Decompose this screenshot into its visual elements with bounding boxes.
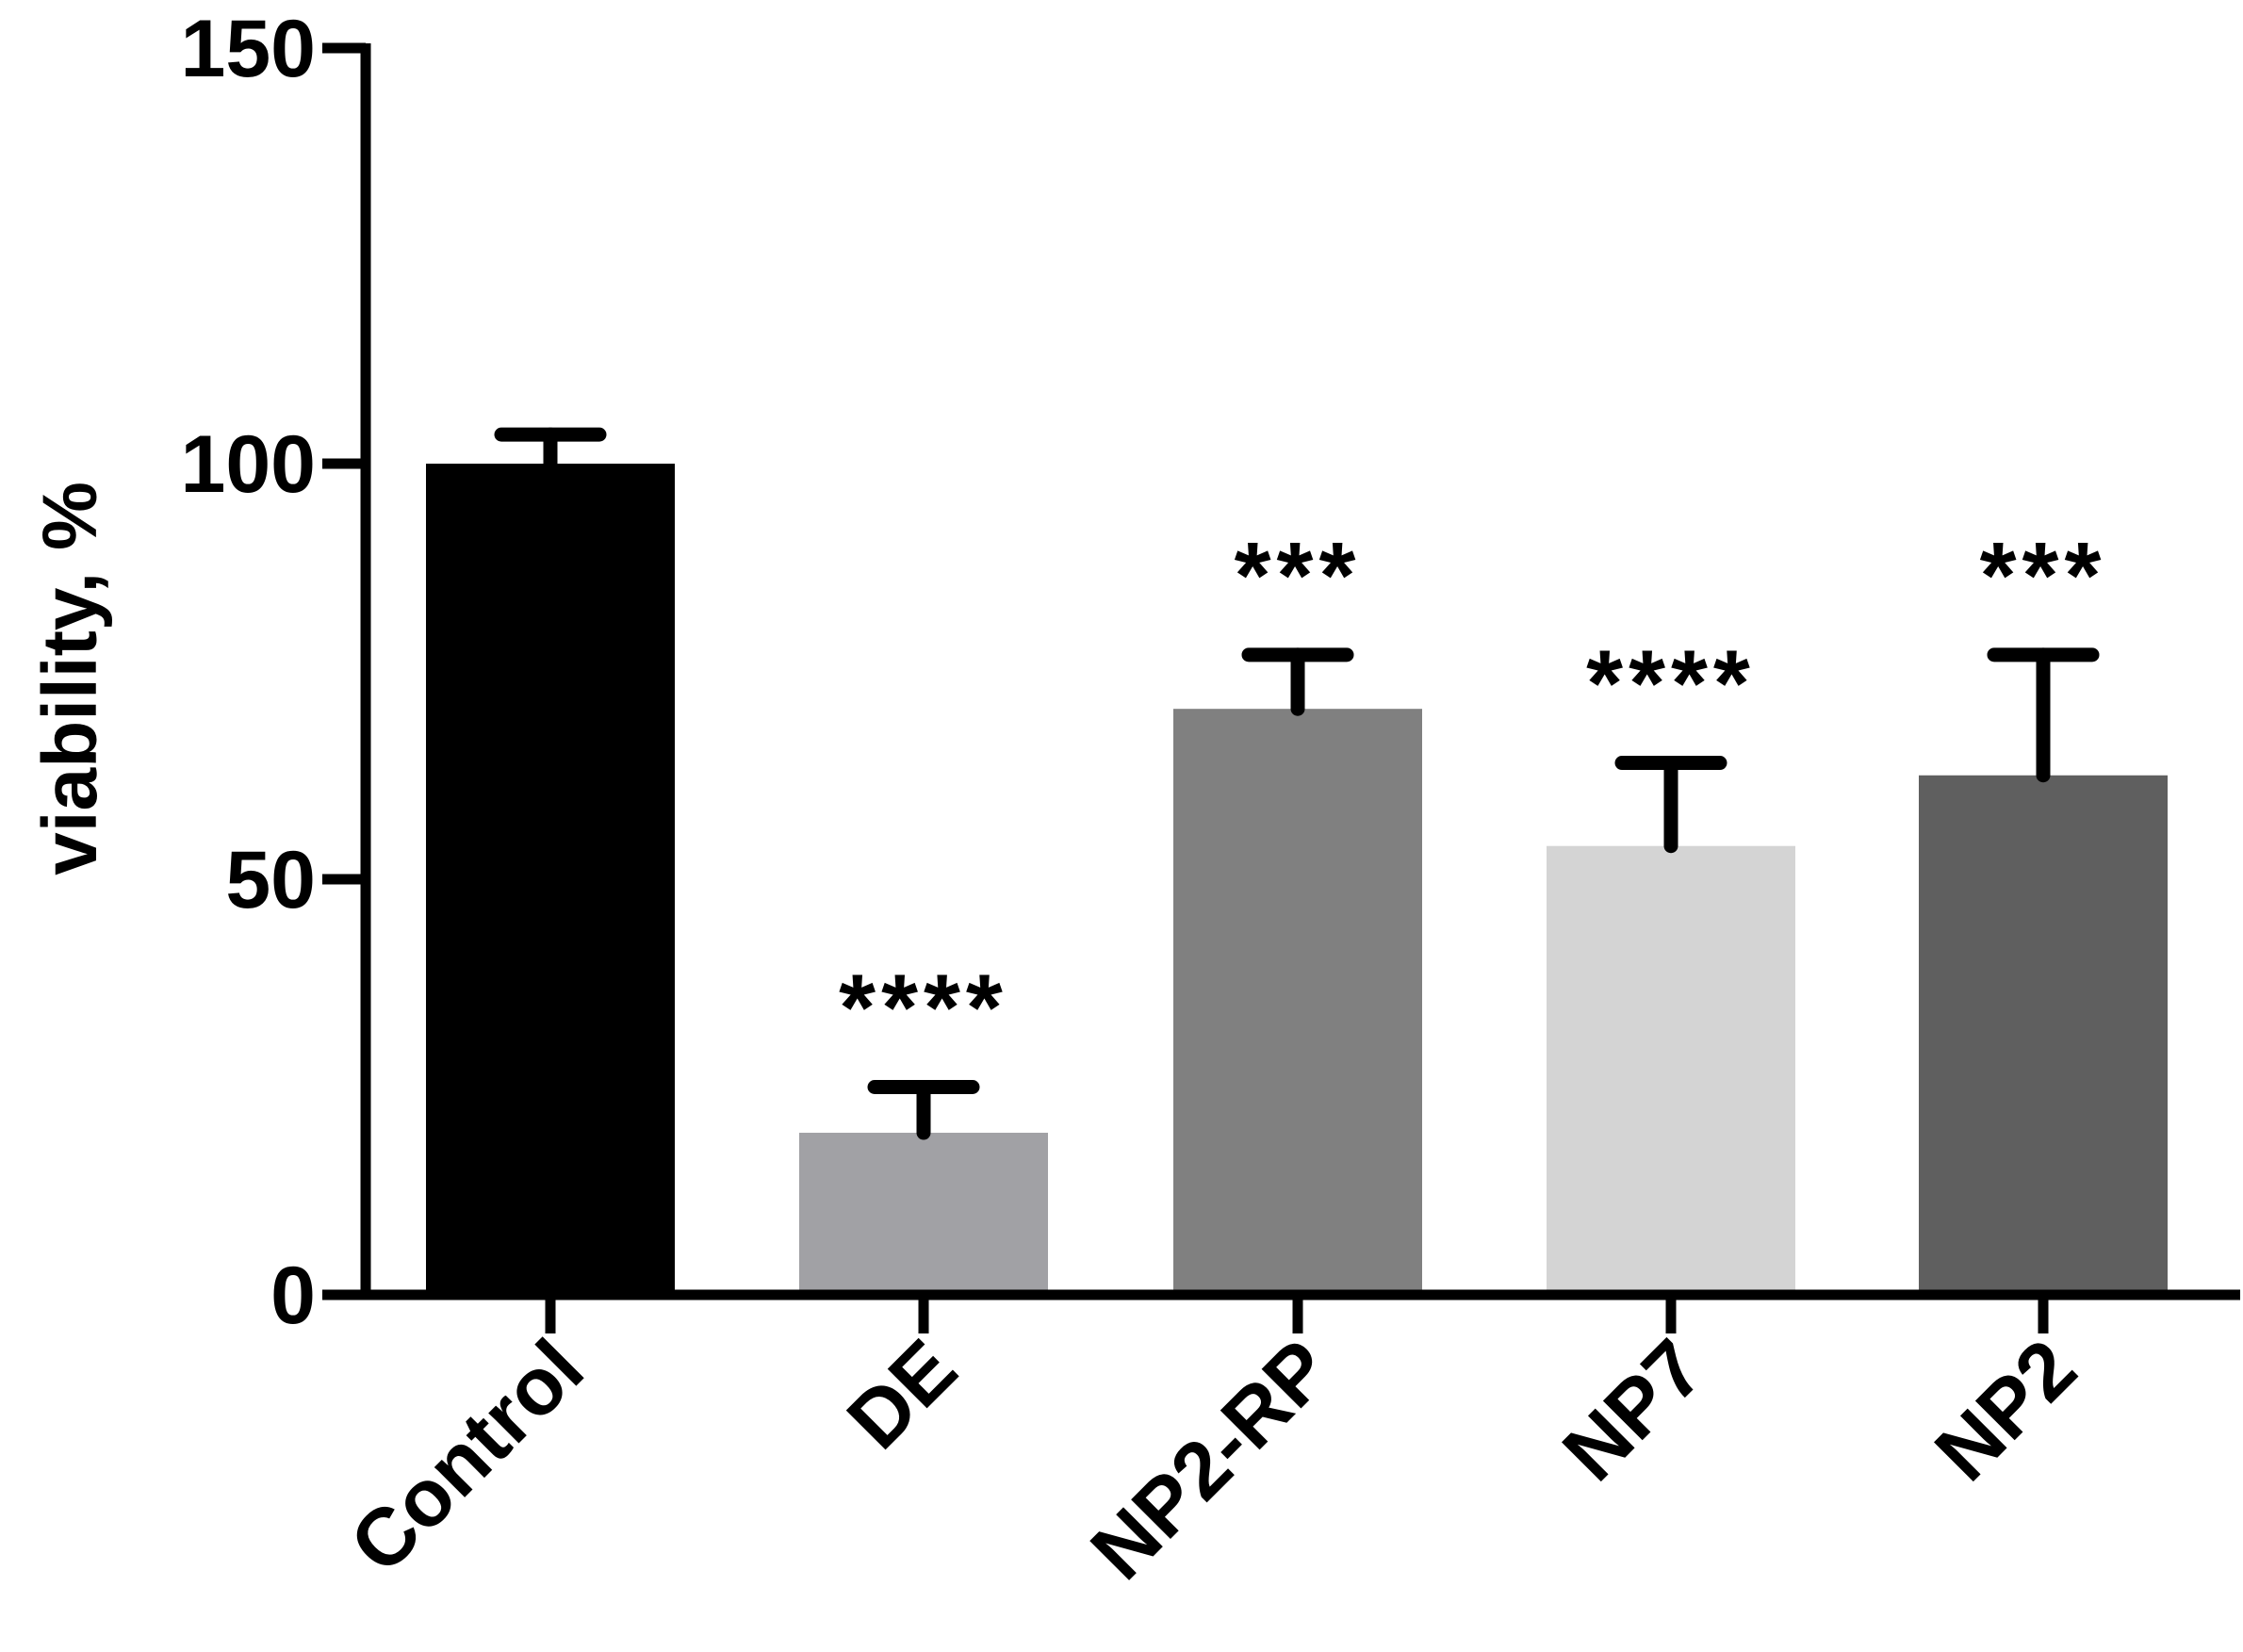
significance-np2: *** [1980,523,2107,629]
bar-np2 [1919,775,2168,1295]
y-tick-label-50: 50 [225,835,316,925]
x-tick-label-np7: NP7 [1546,1323,1721,1498]
x-tick-label-np2: NP2 [1918,1323,2093,1498]
x-tick-label-de: DE [830,1323,974,1466]
significance-de: **** [839,956,1008,1061]
bar-np7 [1547,845,1795,1295]
bar-de [799,1133,1048,1295]
x-tick-label-np2-rp: NP2-RP [1074,1323,1349,1597]
y-tick-label-0: 0 [270,1251,316,1341]
bar-control [426,464,675,1295]
y-tick-label-150: 150 [181,4,317,94]
significance-np2-rp: *** [1235,523,1362,629]
y-axis-label: viability, % [27,482,113,875]
x-tick-label-control: Control [333,1323,600,1591]
y-tick-label-100: 100 [181,419,317,510]
bar-np2-rp [1173,709,1422,1295]
significance-np7: **** [1586,631,1756,737]
